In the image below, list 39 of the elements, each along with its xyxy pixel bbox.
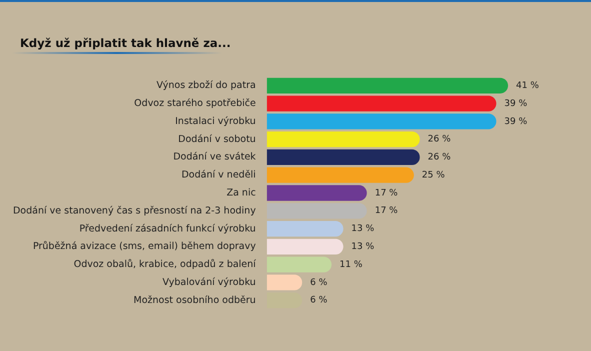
y-tick-label: Dodání v neděli (181, 170, 256, 181)
bar (266, 203, 367, 219)
y-tick-label: Vybalování výrobku (162, 276, 256, 288)
bar (266, 220, 344, 237)
bar (266, 96, 496, 112)
bar (266, 132, 420, 148)
data-label: 39 % (504, 116, 528, 127)
y-tick-label: Možnost osobního odběru (134, 294, 256, 306)
bar (266, 149, 420, 166)
data-label: 17 % (374, 206, 398, 216)
data-label: 6 % (310, 296, 328, 306)
data-label: 39 % (504, 98, 528, 109)
data-label: 13 % (351, 242, 375, 252)
data-label: 26 % (428, 134, 452, 145)
data-label: 17 % (374, 188, 398, 198)
y-tick-label: Dodání ve stanovený čas s přesností na 2-3 hodiny (12, 205, 256, 216)
bar (266, 78, 508, 94)
y-tick-label: Odvoz obalů, krabice, odpadů z balení (74, 258, 256, 270)
bar (266, 238, 344, 254)
y-tick-label: Odvoz starého spotřebiče (134, 98, 256, 110)
y-tick-label: Instalaci výrobku (175, 116, 256, 127)
bar (266, 114, 496, 130)
bar (266, 167, 414, 183)
data-label: 26 % (428, 152, 452, 163)
data-label: 13 % (351, 224, 375, 234)
bar (266, 274, 302, 290)
text: Když už připlatit tak hlavně za... (20, 36, 231, 50)
data-label: 6 % (310, 278, 328, 288)
bar (266, 185, 367, 201)
y-tick-label: Dodání ve svátek (173, 152, 256, 163)
bar (266, 256, 332, 272)
data-label: 41 % (516, 80, 540, 91)
y-tick-label: Výnos zboží do patra (156, 80, 256, 92)
y-tick-label: Za nic (226, 187, 256, 198)
data-label: 11 % (340, 260, 363, 270)
data-label: 25 % (422, 170, 446, 180)
y-tick-label: Předvedení zásadních funkcí výrobku (79, 223, 256, 234)
y-tick-label: Dodání v sobotu (178, 134, 256, 145)
y-tick-label: Průběžná avizace (sms, email) během dopravy (32, 240, 256, 252)
